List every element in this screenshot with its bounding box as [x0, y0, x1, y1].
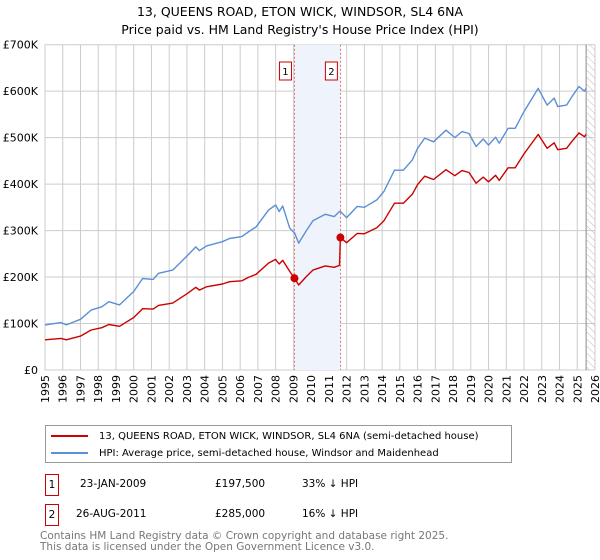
x-tick-label: 2015	[394, 375, 407, 403]
x-tick-label: 2014	[376, 375, 389, 403]
x-tick-label: 1997	[74, 375, 87, 403]
x-tick-label: 2009	[287, 375, 300, 403]
transaction-marker: 1	[45, 474, 59, 496]
x-tick-label: 2023	[536, 375, 549, 403]
x-tick-label: 1996	[57, 375, 70, 403]
transaction-price: £197,500	[215, 478, 266, 490]
sale-marker-box	[278, 61, 292, 81]
x-tick-label: 2004	[199, 375, 212, 403]
legend-swatch-hpi	[51, 452, 88, 454]
y-tick-label: £400K	[3, 178, 39, 191]
y-tick-label: £700K	[3, 39, 39, 52]
x-tick-label: 2016	[412, 375, 425, 403]
price-chart: 1995 1996 1997 1998 1999 2000 2001 2002 2003 2004…	[3, 39, 600, 403]
y-tick-label: £500K	[3, 132, 39, 145]
x-tick-label: 2012	[341, 375, 354, 403]
x-tick-label: 1998	[92, 375, 105, 403]
x-tick-label: 2026	[589, 375, 600, 403]
sale-marker-label: 1	[282, 67, 288, 78]
x-tick-label: 2019	[465, 375, 478, 403]
sale-point	[336, 233, 345, 242]
x-tick-label: 2006	[234, 375, 247, 403]
series-line-price	[44, 132, 587, 341]
y-tick-label: £0	[24, 364, 38, 377]
x-tick-label: 2025	[571, 375, 584, 403]
x-tick-label: 2003	[181, 375, 194, 403]
transaction-date: 26-AUG-2011	[76, 508, 147, 520]
sale-marker-label: 2	[328, 67, 334, 78]
transaction-price: £285,000	[215, 508, 266, 520]
sale-marker-box	[324, 61, 338, 81]
legend-swatch-price	[51, 435, 88, 437]
transaction-marker: 2	[45, 504, 59, 526]
legend-item-price: 13, QUEENS ROAD, ETON WICK, WINDSOR, SL4…	[46, 429, 479, 443]
x-tick-label: 2018	[447, 375, 460, 403]
x-tick-label: 2000	[128, 375, 141, 403]
x-tick-label: 2010	[305, 375, 318, 403]
legend: 13, QUEENS ROAD, ETON WICK, WINDSOR, SL4…	[45, 425, 512, 463]
chart-subtitle: Price paid vs. HM Land Registry's House …	[121, 22, 479, 37]
y-tick-label: £100K	[3, 318, 39, 331]
transaction-date: 23-JAN-2009	[80, 478, 147, 490]
footer-copyright: Contains HM Land Registry data © Crown c…	[40, 530, 449, 542]
x-tick-label: 2005	[216, 375, 229, 403]
x-tick-label: 2024	[554, 375, 567, 403]
legend-item-hpi: HPI: Average price, semi-detached house,…	[46, 446, 439, 460]
transaction-row: 1 23-JAN-2009 £197,500 33% ↓ HPI	[45, 474, 545, 496]
transaction-hpi-diff: 33% ↓ HPI	[302, 478, 359, 490]
y-tick-label: £300K	[3, 225, 39, 238]
x-tick-label: 1999	[110, 375, 123, 403]
x-tick-label: 2001	[145, 375, 158, 403]
x-tick-label: 2011	[323, 375, 336, 403]
x-tick-label: 2013	[358, 375, 371, 403]
y-tick-label: £600K	[3, 85, 39, 98]
series-line-hpi	[44, 85, 587, 326]
x-tick-label: 2022	[518, 375, 531, 403]
forecast-hatch	[586, 44, 595, 370]
x-tick-label: 2007	[252, 375, 265, 403]
x-tick-label: 2017	[429, 375, 442, 403]
legend-label-price: 13, QUEENS ROAD, ETON WICK, WINDSOR, SL4…	[99, 430, 479, 442]
sale-point	[290, 274, 299, 283]
legend-label-hpi: HPI: Average price, semi-detached house,…	[99, 447, 439, 459]
x-tick-label: 1995	[39, 375, 52, 403]
x-tick-label: 2021	[500, 375, 513, 403]
x-tick-label: 2002	[163, 375, 176, 403]
footer-licence: This data is licensed under the Open Gov…	[40, 541, 375, 553]
y-tick-label: £200K	[3, 271, 39, 284]
x-tick-label: 2020	[483, 375, 496, 403]
x-tick-label: 2008	[270, 375, 283, 403]
transaction-row: 2 26-AUG-2011 £285,000 16% ↓ HPI	[45, 504, 545, 526]
chart-title: 13, QUEENS ROAD, ETON WICK, WINDSOR, SL4…	[136, 4, 464, 19]
transaction-hpi-diff: 16% ↓ HPI	[302, 508, 359, 520]
highlight-span	[294, 44, 341, 370]
